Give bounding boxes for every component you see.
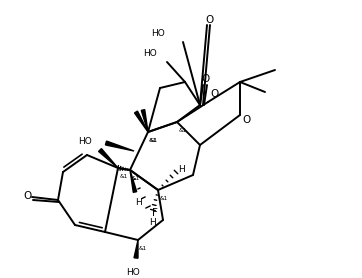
Text: &1: &1 — [132, 175, 140, 180]
Text: H: H — [150, 218, 156, 227]
Polygon shape — [98, 148, 118, 168]
Polygon shape — [105, 141, 134, 151]
Text: O: O — [201, 74, 209, 84]
Text: HO: HO — [143, 49, 157, 58]
Polygon shape — [130, 170, 137, 192]
Text: O: O — [242, 115, 250, 125]
Text: H: H — [178, 165, 185, 175]
Text: H: H — [135, 198, 142, 207]
Text: F: F — [152, 208, 158, 218]
Polygon shape — [141, 110, 148, 132]
Text: &1: &1 — [160, 195, 168, 200]
Text: HO: HO — [78, 138, 92, 147]
Text: HO: HO — [126, 268, 140, 277]
Text: O: O — [24, 191, 32, 201]
Text: HO: HO — [151, 29, 165, 38]
Text: &1: &1 — [120, 173, 128, 178]
Text: &1: &1 — [149, 138, 157, 143]
Text: &1: &1 — [139, 245, 147, 250]
Polygon shape — [135, 111, 148, 132]
Text: O: O — [206, 15, 214, 25]
Text: &1: &1 — [150, 138, 158, 143]
Text: &1: &1 — [179, 128, 187, 133]
Text: O: O — [210, 89, 218, 99]
Polygon shape — [134, 240, 138, 258]
